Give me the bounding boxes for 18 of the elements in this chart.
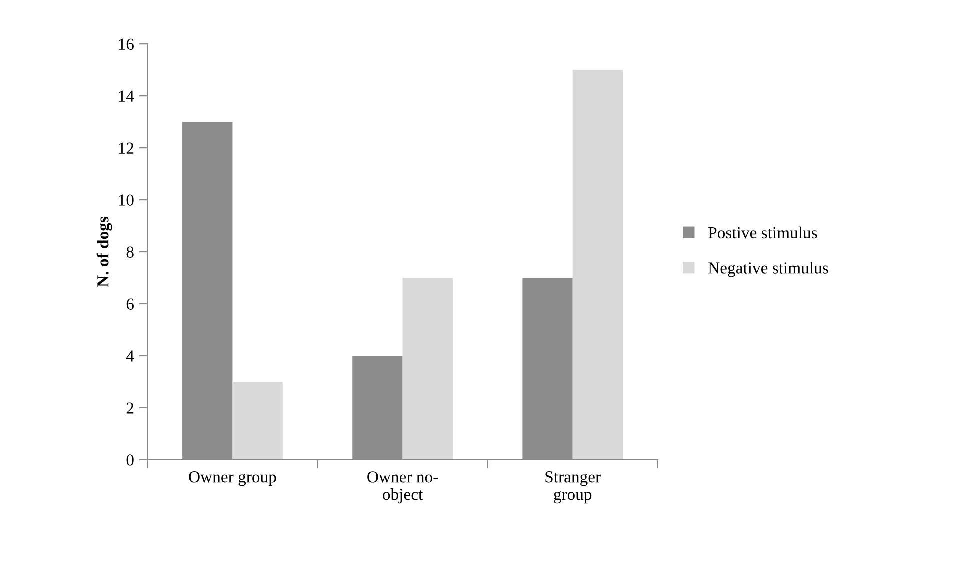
x-tick-label: Owner group [189,472,276,486]
x-tick-label: Owner no-object [368,472,438,504]
y-tick-label: 4 [126,350,134,362]
y-axis-title: N. of dogs [96,216,112,288]
y-tick-label: 10 [119,194,134,206]
y-tick-label: 16 [119,38,134,50]
bar [232,382,283,460]
legend-label: Postive stimulus [708,226,818,239]
y-tick-label: 6 [126,298,134,310]
bar [402,278,453,460]
y-tick-label: 14 [119,90,134,102]
y-tick-label: 12 [119,142,134,154]
x-tick-label: Stranger group [546,472,601,504]
y-tick-label: 2 [126,402,134,414]
y-tick-label: 8 [126,246,134,258]
legend-label: Negative stimulus [708,262,828,278]
y-tick-label: 0 [126,454,134,466]
bar [572,70,624,460]
